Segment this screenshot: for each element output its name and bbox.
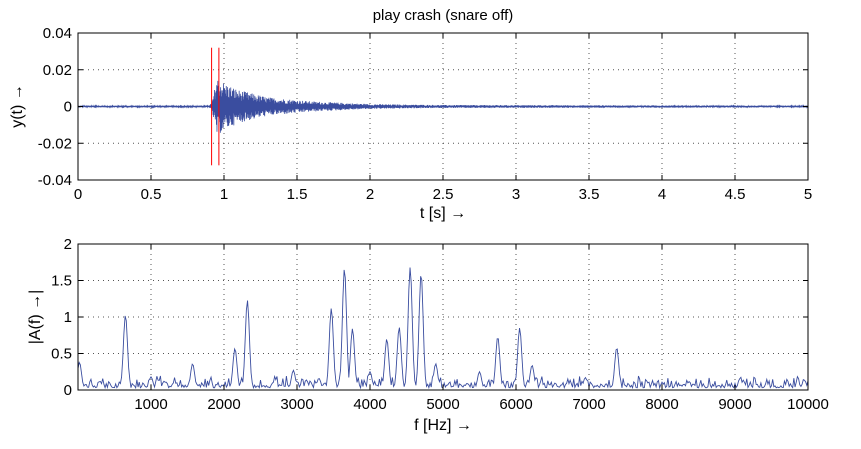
x-tick-label: 7000 [572, 396, 605, 413]
x-tick-label: 6000 [499, 396, 532, 413]
x-tick-label: 9000 [718, 396, 751, 413]
spectrum-x-ticks: 1000 2000 3000 4000 5000 6000 7000 8000 9000 1000… [134, 244, 829, 413]
x-tick-label: 8000 [645, 396, 678, 413]
y-tick-label: -0.02 [38, 135, 72, 152]
x-tick-label: 0.5 [141, 186, 162, 203]
x-tick-label: 4000 [353, 396, 386, 413]
x-tick-label: 1 [220, 186, 228, 203]
y-tick-label: 0 [64, 99, 72, 116]
waveform-series [77, 80, 809, 133]
x-tick-label: 4 [658, 186, 666, 203]
x-tick-label: 2.5 [433, 186, 454, 203]
waveform-line [77, 80, 809, 133]
spectrum-grid [78, 244, 808, 390]
y-tick-label: 0.04 [43, 25, 72, 42]
x-tick-label: 1.5 [287, 186, 308, 203]
chart-title: play crash (snare off) [373, 7, 514, 24]
y-tick-label: 1.5 [51, 273, 72, 290]
y-tick-label: 0 [64, 382, 72, 399]
x-tick-label: 4.5 [725, 186, 746, 203]
spectrum-y-axis-label: |A(f) →| [27, 290, 44, 345]
x-tick-label: 0 [74, 186, 82, 203]
y-tick-label: 2 [64, 236, 72, 253]
waveform-x-axis-label: t [s] → [420, 205, 466, 222]
x-tick-label: 3.5 [579, 186, 600, 203]
x-tick-label: 2000 [207, 396, 240, 413]
spectrum-chart: 1000 2000 3000 4000 5000 6000 7000 8000 9000 1000… [27, 236, 829, 434]
x-tick-label: 5 [804, 186, 812, 203]
y-tick-label: 0.5 [51, 346, 72, 363]
y-tick-label: -0.04 [38, 172, 72, 189]
waveform-chart: play crash (snare off) 0 0.5 1 1.5 2 2.5 3 3.5 4… [9, 7, 812, 222]
spectrum-x-axis-label: f [Hz] → [414, 417, 472, 434]
x-tick-label: 1000 [134, 396, 167, 413]
waveform-x-ticks: 0 0.5 1 1.5 2 2.5 3 3.5 4 4.5 5 [74, 33, 812, 203]
y-tick-label: 1 [64, 309, 72, 326]
spectrum-y-ticks: 0 0.5 1 1.5 2 [51, 236, 808, 399]
x-tick-label: 10000 [787, 396, 829, 413]
x-tick-label: 5000 [426, 396, 459, 413]
x-tick-label: 3 [512, 186, 520, 203]
x-tick-label: 3000 [280, 396, 313, 413]
x-tick-label: 2 [366, 186, 374, 203]
waveform-y-ticks: -0.04 -0.02 0 0.02 0.04 [38, 25, 808, 189]
onset-markers [211, 47, 220, 166]
y-tick-label: 0.02 [43, 62, 72, 79]
waveform-y-axis-label: y(t) → [9, 84, 26, 128]
